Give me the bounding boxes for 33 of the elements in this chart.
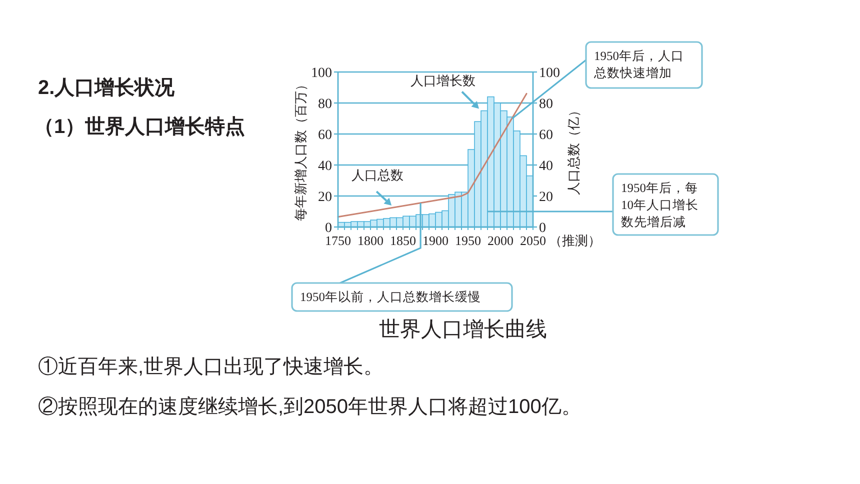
series-label: 人口总数: [352, 168, 404, 183]
y2-tick-label: 20: [539, 190, 553, 205]
annotation: 1950年后，每10年人口增长数先增后减: [621, 181, 698, 229]
y-tick-label: 60: [318, 128, 332, 143]
x-tick-label: 1950: [455, 233, 481, 248]
text: ①近百年来,世界人口出现了快速增长。: [38, 356, 384, 378]
x-tick-label: 1750: [325, 233, 351, 248]
x-tick-label: 2050: [520, 233, 546, 248]
x-tick-label: 1800: [358, 233, 384, 248]
y2-tick-label: 0: [539, 221, 546, 236]
annotation: 1950年以前，人口总数增长缓慢: [300, 290, 481, 304]
annotation: 1950年后，人口总数快速增加: [593, 49, 684, 80]
y2-tick-label: 80: [539, 97, 553, 112]
y-tick-label: 40: [318, 159, 332, 174]
y2-axis-title: 人口总数（亿）: [566, 104, 581, 195]
text: 2.人口增长状况: [38, 77, 176, 99]
x-tick-label: 2000: [488, 233, 514, 248]
text: （1）世界人口增长特点: [34, 116, 246, 138]
line-series: [337, 92, 528, 218]
y-tick-label: 20: [318, 190, 332, 205]
y2-tick-label: 40: [539, 159, 553, 174]
text: 世界人口增长曲线: [379, 318, 547, 341]
y2-tick-label: 60: [539, 128, 553, 143]
y-axis-title: 每年新增人口数（百万）: [293, 78, 308, 221]
y-tick-label: 100: [311, 66, 332, 81]
text: ②按照现在的速度继续增长,到2050年世界人口将超过100亿。: [38, 396, 582, 418]
y2-tick-label: 100: [539, 66, 560, 81]
x-tick-label: 1850: [390, 233, 416, 248]
x-axis-title: （推测）: [549, 233, 601, 248]
x-tick-label: 1900: [422, 233, 448, 248]
series-label: 人口增长数: [410, 72, 476, 88]
y-tick-label: 0: [325, 221, 332, 236]
y-tick-label: 80: [318, 97, 332, 112]
